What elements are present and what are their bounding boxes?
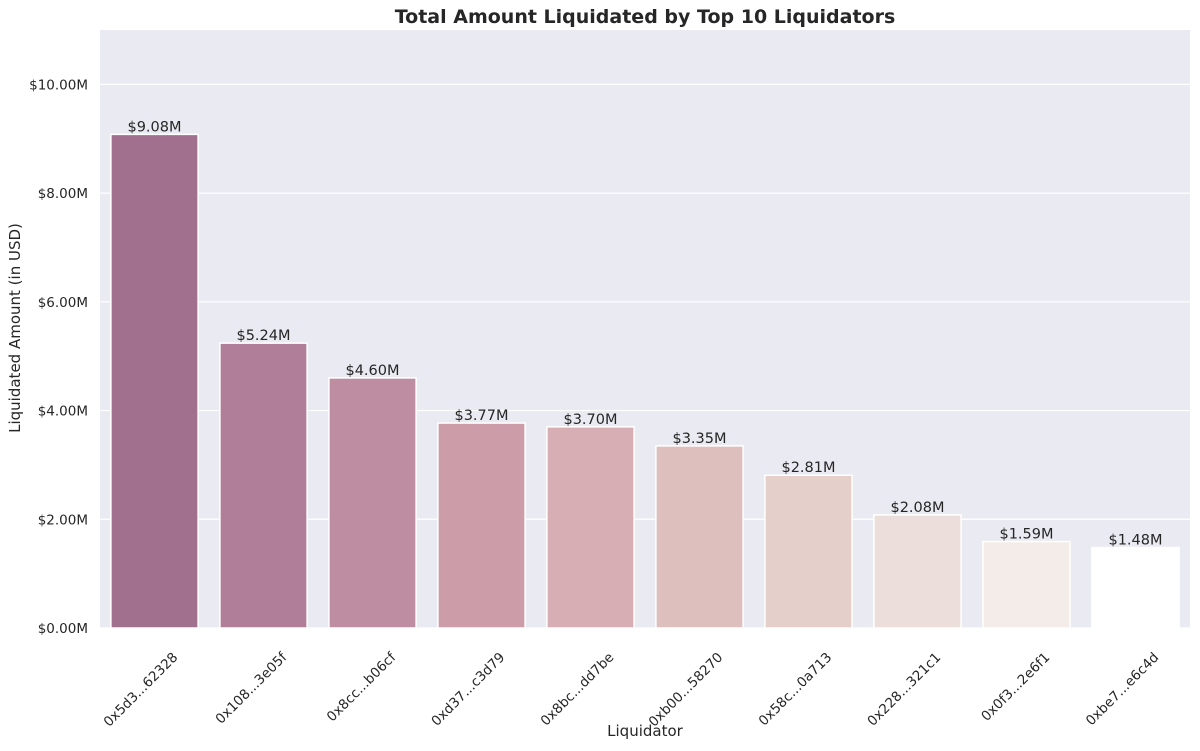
y-tick-label: $6.00M xyxy=(38,295,88,311)
data-label: $3.70M xyxy=(563,412,617,428)
y-tick-label: $8.00M xyxy=(38,186,88,202)
y-tick-label: $10.00M xyxy=(29,77,88,93)
y-tick-label: $2.00M xyxy=(38,512,88,528)
x-tick-label: 0x8cc...b06cf xyxy=(324,649,400,725)
bars xyxy=(110,133,1180,629)
y-tick-label: $0.00M xyxy=(38,621,88,637)
x-tick-label: 0x8bc...dd7be xyxy=(538,650,618,730)
data-label: $3.77M xyxy=(454,408,508,424)
bar xyxy=(873,514,962,629)
data-label: $5.24M xyxy=(236,328,290,344)
bar xyxy=(110,133,199,629)
x-tick-label: 0xbe7...e6c4d xyxy=(1083,650,1162,729)
data-labels: $9.08M $5.24M $4.60M $3.77M $3.70M $3.35M $2.8… xyxy=(127,119,1162,548)
y-axis-ticks: $0.00M $2.00M $4.00M $6.00M $8.00M $10.00M xyxy=(29,77,88,637)
bar xyxy=(328,377,417,629)
x-tick-label: 0x228...321c1 xyxy=(864,650,944,730)
data-label: $1.48M xyxy=(1108,533,1162,549)
bar xyxy=(219,342,308,629)
bar xyxy=(655,445,744,629)
x-tick-label: 0x5d3...62328 xyxy=(101,650,182,731)
data-label: $9.08M xyxy=(127,119,181,135)
bar xyxy=(1091,546,1180,629)
x-tick-label: 0x108...3e05f xyxy=(213,649,292,728)
y-axis-label: Liquidated Amount (in USD) xyxy=(6,223,24,433)
x-axis-ticks: 0x5d3...62328 0x108...3e05f 0x8cc...b06cf 0… xyxy=(101,649,1163,731)
bar xyxy=(437,422,526,629)
data-label: $1.59M xyxy=(999,527,1053,543)
data-label: $2.08M xyxy=(890,500,944,516)
chart-title: Total Amount Liquidated by Top 10 Liquid… xyxy=(395,6,896,28)
bar xyxy=(982,540,1071,629)
data-label: $3.35M xyxy=(672,431,726,447)
x-axis-label: Liquidator xyxy=(607,722,683,740)
x-tick-label: 0x58c...0a713 xyxy=(756,650,836,730)
data-label: $4.60M xyxy=(345,363,399,379)
bar xyxy=(546,426,635,629)
x-tick-label: 0xd37...c3d79 xyxy=(428,650,508,730)
x-tick-label: 0x0f3...2e6f1 xyxy=(978,650,1053,725)
bar xyxy=(764,474,853,629)
y-tick-label: $4.00M xyxy=(38,404,88,420)
data-label: $2.81M xyxy=(781,460,835,476)
x-tick-label: 0xb00...58270 xyxy=(646,650,727,731)
